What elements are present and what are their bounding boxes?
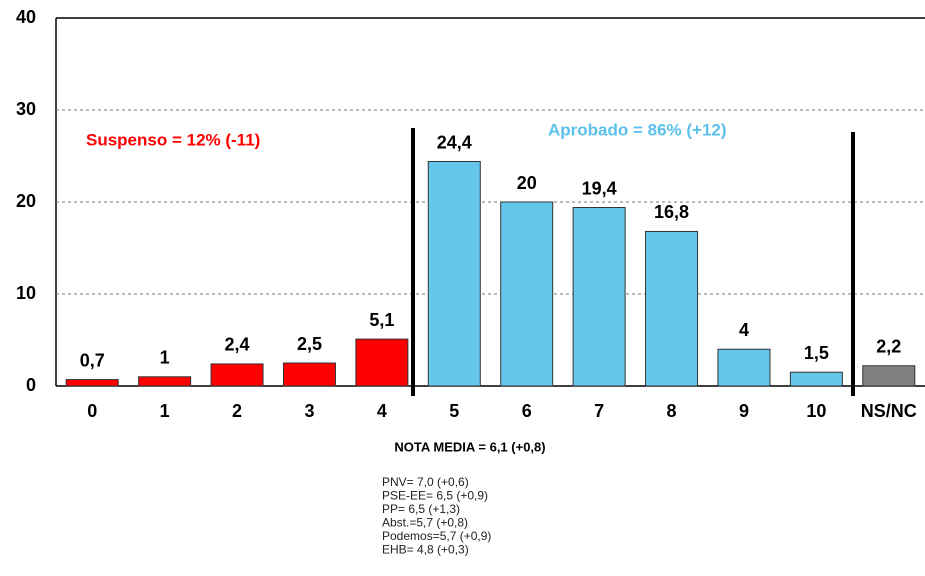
bar bbox=[210, 363, 264, 387]
value-label: 2,5 bbox=[297, 334, 322, 354]
value-label: 5,1 bbox=[369, 310, 394, 330]
x-tick-label: 2 bbox=[232, 401, 242, 421]
value-label: 1 bbox=[160, 348, 170, 368]
x-tick-label: 0 bbox=[87, 401, 97, 421]
value-label: 16,8 bbox=[654, 202, 689, 222]
bar bbox=[789, 371, 843, 387]
value-label: 2,2 bbox=[876, 337, 901, 357]
value-label: 0,7 bbox=[80, 350, 105, 370]
bar bbox=[500, 201, 554, 387]
annotation: Suspenso = 12% (-11) bbox=[86, 130, 260, 149]
x-tick-label: 6 bbox=[522, 401, 532, 421]
x-tick-label: NS/NC bbox=[861, 401, 917, 421]
x-tick-label: 8 bbox=[667, 401, 677, 421]
value-label: 4 bbox=[739, 320, 749, 340]
x-tick-label: 1 bbox=[160, 401, 170, 421]
x-tick-label: 4 bbox=[377, 401, 387, 421]
x-tick-label: 9 bbox=[739, 401, 749, 421]
notes: PNV= 7,0 (+0,6)PSE-EE= 6,5 (+0,9)PP= 6,5… bbox=[382, 475, 491, 557]
bar bbox=[65, 379, 119, 387]
bar bbox=[717, 348, 771, 387]
bar bbox=[355, 338, 409, 387]
bar bbox=[862, 365, 916, 387]
note: PP= 6,5 (+1,3) bbox=[382, 502, 460, 516]
value-label: 20 bbox=[517, 173, 537, 193]
bar bbox=[282, 362, 336, 387]
bar bbox=[572, 207, 626, 387]
x-tick-label: 3 bbox=[304, 401, 314, 421]
note: Podemos=5,7 (+0,9) bbox=[382, 529, 491, 543]
y-tick-label: 30 bbox=[16, 99, 36, 119]
y-tick-label: 10 bbox=[16, 283, 36, 303]
value-label: 19,4 bbox=[582, 178, 617, 198]
note: PSE-EE= 6,5 (+0,9) bbox=[382, 489, 488, 503]
bar bbox=[427, 161, 481, 387]
annotation: Aprobado = 86% (+12) bbox=[548, 120, 727, 139]
x-tick-label: 5 bbox=[449, 401, 459, 421]
note: Abst.=5,7 (+0,8) bbox=[382, 516, 468, 530]
x-tick-label: 7 bbox=[594, 401, 604, 421]
annotation: NOTA MEDIA = 6,1 (+0,8) bbox=[394, 439, 545, 454]
y-tick-label: 20 bbox=[16, 191, 36, 211]
value-label: 1,5 bbox=[804, 343, 829, 363]
value-label: 24,4 bbox=[437, 132, 472, 152]
bar bbox=[645, 230, 699, 387]
note: PNV= 7,0 (+0,6) bbox=[382, 475, 469, 489]
value-label: 2,4 bbox=[225, 335, 250, 355]
note: EHB= 4,8 (+0,3) bbox=[382, 543, 469, 557]
bar bbox=[138, 376, 192, 387]
y-tick-label: 40 bbox=[16, 7, 36, 27]
x-tick-label: 10 bbox=[806, 401, 826, 421]
y-tick-label: 0 bbox=[26, 375, 36, 395]
